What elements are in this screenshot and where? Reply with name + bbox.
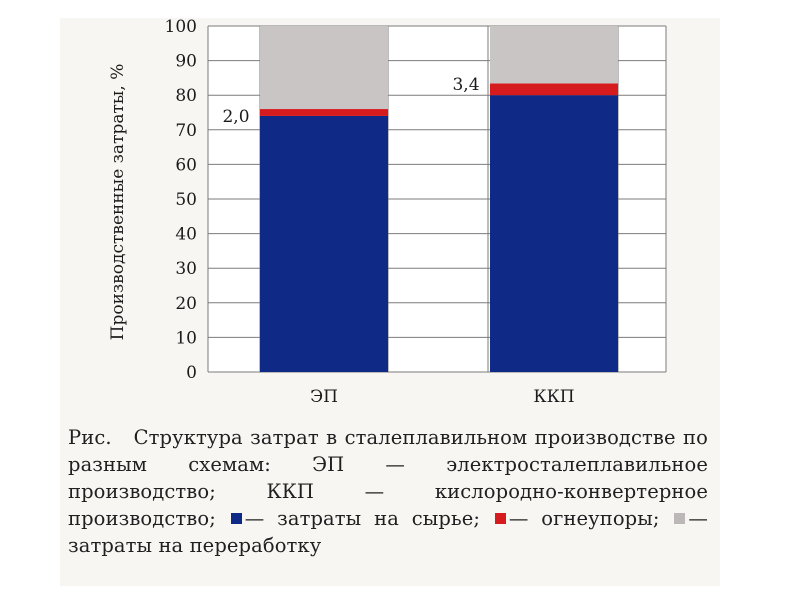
legend-processing-label: — затраты на переработку [68,507,708,557]
y-tick-label: 30 [175,259,197,279]
legend-raw-label: — затраты на сырье; [244,507,481,530]
legend-swatch-refractories [494,513,506,524]
bar-raw-materials [490,95,618,372]
bar-processing [260,26,388,110]
bar-raw-materials [260,115,388,373]
caption-text: Структура затрат в сталеплавильном произ… [68,426,708,530]
y-tick-label: 10 [175,328,197,348]
x-tick-label: ЭП [310,387,338,407]
caption-label: Рис. [68,426,112,449]
legend-swatch-processing [674,513,686,524]
y-axis-ticks: 0 10 20 30 40 50 60 70 80 90 100 [165,17,197,383]
y-tick-label: 60 [175,155,197,175]
legend-refractories-label: — огнеупоры; [508,507,660,530]
figure-caption: Рис. Структура затрат в сталеплавильном п… [68,424,708,559]
y-tick-label: 20 [175,294,197,314]
x-axis-labels: ЭП ККП [310,387,574,407]
y-tick-label: 100 [165,17,197,37]
y-tick-label: 90 [175,52,197,72]
bar-refractories [490,83,618,96]
refractories-value-label: 3,4 [452,75,479,95]
bar-refractories [260,109,388,116]
y-tick-label: 80 [175,86,197,106]
x-tick-label: ККП [533,387,574,407]
y-tick-label: 50 [175,190,197,210]
y-tick-label: 70 [175,121,197,141]
legend-swatch-raw [230,513,242,524]
bar-annotations: 2,0 3,4 [222,75,479,127]
chart-bars [260,26,618,373]
bar-processing [490,26,618,84]
y-tick-label: 40 [175,225,197,245]
refractories-value-label: 2,0 [222,107,249,127]
y-tick-label: 0 [186,363,197,383]
y-axis-title: Производственные затраты, % [108,64,128,341]
